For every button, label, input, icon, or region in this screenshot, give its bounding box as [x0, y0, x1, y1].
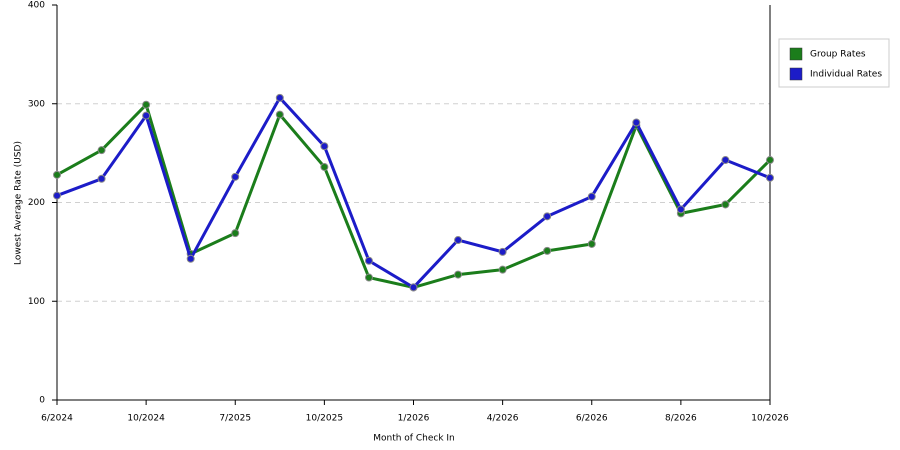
- data-point: [721, 200, 730, 209]
- data-point: [454, 270, 463, 279]
- data-point: [364, 256, 373, 265]
- data-point: [142, 111, 151, 120]
- y-axis-title: Lowest Average Rate (USD): [14, 141, 24, 265]
- data-point: [543, 212, 552, 221]
- data-point: [231, 172, 240, 181]
- data-point: [676, 205, 685, 214]
- x-tick-label: 1/2026: [398, 414, 430, 424]
- y-tick-label: 200: [28, 198, 45, 208]
- legend-swatch: [789, 67, 803, 81]
- data-point: [587, 239, 596, 248]
- data-point: [587, 192, 596, 201]
- legend-label: Group Rates: [810, 50, 866, 60]
- data-point: [721, 156, 730, 165]
- series-line: [56, 103, 772, 289]
- x-tick-label: 8/2026: [665, 414, 697, 424]
- data-point: [97, 174, 106, 183]
- data-point: [53, 191, 61, 200]
- y-tick-label: 0: [39, 396, 45, 406]
- data-point: [498, 265, 507, 274]
- data-point: [97, 146, 106, 155]
- x-tick-label: 6/2026: [576, 414, 608, 424]
- y-tick-label: 400: [28, 1, 45, 11]
- data-point: [632, 118, 641, 127]
- series-line: [56, 96, 771, 289]
- data-point: [320, 162, 329, 171]
- data-point: [543, 246, 552, 255]
- x-tick-label: 10/2025: [306, 414, 343, 424]
- legend-swatch: [789, 47, 803, 61]
- legend-label: Individual Rates: [810, 70, 882, 80]
- x-axis-title: Month of Check In: [373, 434, 455, 444]
- data-point: [364, 273, 373, 282]
- x-tick-label: 7/2025: [219, 414, 251, 424]
- data-point: [275, 110, 284, 119]
- x-tick-label: 4/2026: [487, 414, 519, 424]
- data-point: [53, 170, 61, 179]
- data-point: [454, 236, 463, 245]
- data-point: [498, 247, 507, 256]
- data-point: [231, 229, 240, 238]
- data-point: [766, 173, 774, 182]
- x-tick-label: 10/2026: [751, 414, 789, 424]
- y-tick-label: 100: [28, 297, 45, 307]
- data-point: [142, 100, 151, 109]
- x-tick-label: 10/2024: [127, 414, 165, 424]
- y-tick-label: 300: [28, 99, 45, 109]
- data-point: [186, 254, 195, 263]
- data-point: [766, 156, 774, 165]
- data-point: [409, 283, 418, 292]
- x-tick-label: 6/2024: [41, 414, 73, 424]
- data-point: [275, 93, 284, 102]
- data-point: [320, 142, 329, 151]
